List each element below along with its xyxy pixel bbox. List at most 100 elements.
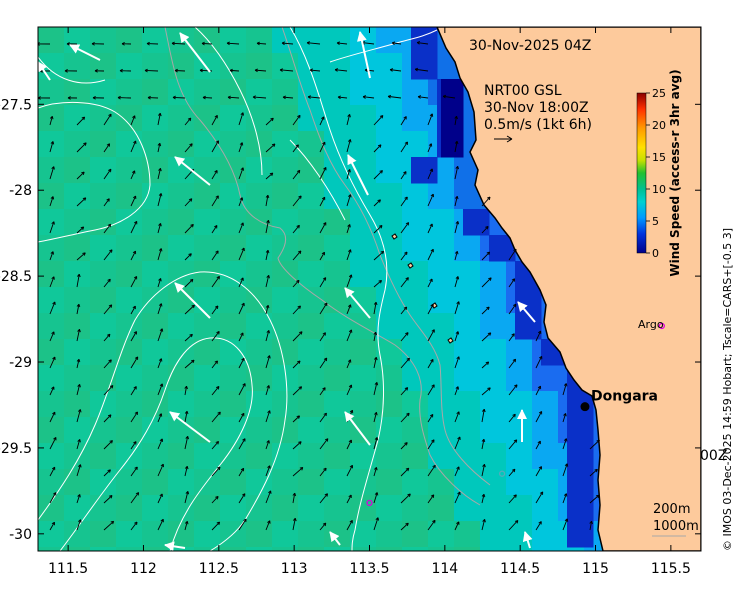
wind-cell bbox=[350, 495, 377, 522]
wind-vector bbox=[337, 42, 348, 45]
wind-vector-head bbox=[107, 168, 112, 173]
wind-cell bbox=[402, 339, 429, 366]
wind-cell bbox=[142, 287, 169, 314]
wind-vector bbox=[346, 274, 352, 288]
wind-vector-head bbox=[297, 360, 301, 364]
wind-vector-head bbox=[431, 384, 435, 388]
wind-vector-head bbox=[404, 387, 409, 391]
wind-vector-head bbox=[323, 412, 327, 417]
wind-vector-head bbox=[185, 435, 189, 440]
wind-vector bbox=[292, 467, 304, 477]
wind-vector-head bbox=[77, 409, 82, 413]
wind-vector-head bbox=[133, 386, 137, 390]
wind-vector-head bbox=[485, 361, 490, 365]
y-tick-label: -29 bbox=[9, 355, 32, 371]
wind-vector bbox=[157, 278, 162, 288]
wind-vector bbox=[103, 469, 111, 477]
wind-cell bbox=[116, 131, 143, 158]
wind-vector bbox=[130, 521, 138, 531]
y-axis: -27.5 -28 -28.5 -29 -29.5 -30 bbox=[0, 97, 701, 543]
wind-cell bbox=[272, 261, 299, 288]
current-arrow bbox=[522, 531, 533, 549]
wind-cell bbox=[116, 365, 143, 392]
wind-vector-head bbox=[270, 117, 274, 122]
wind-vector bbox=[454, 411, 460, 423]
wind-cell bbox=[142, 313, 169, 340]
wind-vector-head bbox=[514, 520, 519, 524]
wind-cell bbox=[350, 417, 377, 444]
wind-cell bbox=[454, 469, 481, 496]
wind-cell bbox=[428, 209, 455, 236]
wind-vector-head bbox=[134, 356, 139, 360]
wind-cell bbox=[272, 391, 299, 418]
wind-vector-head bbox=[297, 114, 301, 119]
wind-cell bbox=[411, 53, 438, 80]
wind-vector-head bbox=[266, 219, 270, 224]
colorbar-ramp bbox=[636, 92, 647, 254]
wind-vector bbox=[201, 42, 213, 45]
wind-vector-head bbox=[589, 520, 593, 525]
wind-cell bbox=[324, 261, 351, 288]
wind-vector-head bbox=[488, 277, 492, 281]
wind-vector bbox=[346, 194, 351, 207]
wind-vector-head bbox=[217, 466, 221, 471]
map-timestamp: 30-Nov-2025 04Z bbox=[469, 38, 591, 54]
wind-cell bbox=[220, 183, 247, 210]
wind-vector bbox=[400, 222, 410, 234]
wind-vector bbox=[427, 168, 433, 180]
wind-cell bbox=[272, 183, 299, 210]
wind-vector bbox=[157, 113, 161, 126]
wind-vector bbox=[346, 329, 352, 342]
wind-vector bbox=[319, 196, 326, 207]
wind-vector-head bbox=[109, 440, 113, 444]
wind-cell bbox=[480, 521, 507, 548]
wind-cell bbox=[350, 339, 377, 366]
wind-cell bbox=[298, 339, 325, 366]
wind-cell bbox=[298, 105, 325, 132]
wind-vector bbox=[211, 115, 218, 126]
wind-vector-head bbox=[455, 221, 460, 225]
wind-vector-head bbox=[159, 438, 164, 442]
wind-cell bbox=[116, 495, 143, 522]
wind-cell bbox=[350, 235, 377, 262]
wind-cell bbox=[298, 53, 325, 80]
x-tick-label: 112.5 bbox=[199, 561, 239, 577]
wind-vector-head bbox=[172, 95, 176, 100]
wind-vector bbox=[454, 166, 459, 180]
wind-cell bbox=[480, 495, 507, 522]
wind-cell bbox=[194, 547, 221, 551]
wind-cell bbox=[142, 495, 169, 522]
wind-vector-head bbox=[108, 359, 112, 363]
wind-vector-head bbox=[78, 519, 82, 523]
wind-vector bbox=[265, 465, 271, 477]
wind-cell bbox=[480, 365, 507, 392]
wind-vector-head bbox=[216, 275, 220, 280]
wind-vector-head bbox=[82, 197, 87, 201]
wind-vector bbox=[229, 69, 240, 72]
wind-vector bbox=[211, 225, 218, 234]
wind-vector bbox=[76, 304, 80, 315]
wind-vector-head bbox=[240, 167, 244, 171]
wind-vector-head bbox=[51, 221, 55, 225]
wind-cell bbox=[350, 365, 377, 392]
wind-vector bbox=[292, 331, 303, 342]
wind-cell bbox=[454, 495, 481, 522]
wind-vector-head bbox=[321, 196, 326, 201]
wind-vector bbox=[454, 196, 458, 207]
wind-vector bbox=[319, 493, 328, 504]
wind-cell bbox=[350, 521, 377, 548]
wind-vector-head bbox=[133, 276, 138, 280]
wind-vector bbox=[338, 96, 348, 99]
wind-vector bbox=[508, 384, 518, 396]
wind-vector-head bbox=[374, 492, 379, 496]
wind-vector-head bbox=[374, 411, 378, 416]
wind-vector-head bbox=[511, 468, 516, 473]
wind-vector-head bbox=[511, 333, 515, 337]
wind-vector bbox=[562, 413, 567, 423]
current-arrow bbox=[164, 541, 186, 551]
colorbar-tick-label: 15 bbox=[652, 151, 666, 164]
wind-vector-head bbox=[214, 170, 218, 174]
wind-vector-head bbox=[455, 276, 460, 280]
wind-cell bbox=[246, 547, 273, 551]
wind-vector bbox=[481, 332, 492, 342]
